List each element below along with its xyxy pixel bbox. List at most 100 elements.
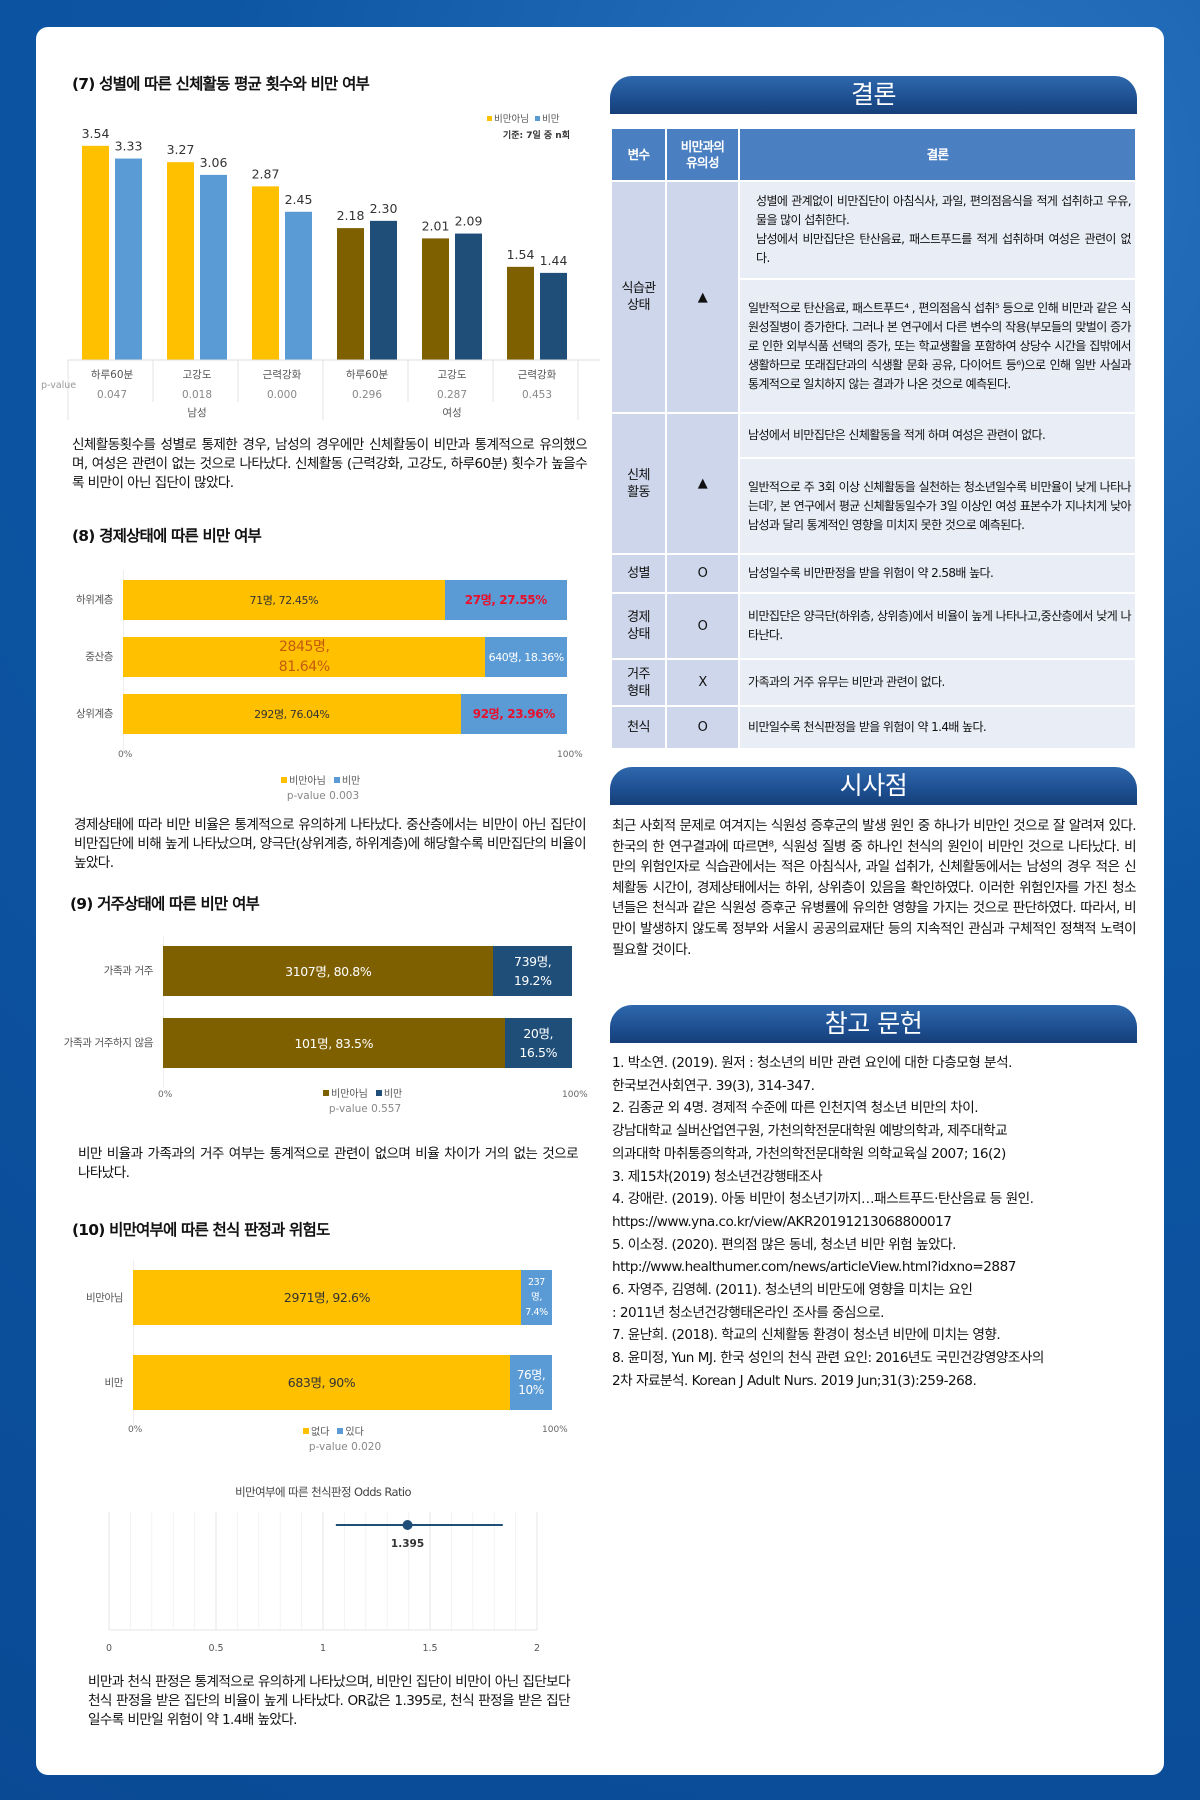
legend-label: 비만아님: [289, 776, 326, 787]
reference-line: 8. 윤미정, Yun MJ. 한국 성인의 천식 관련 요인: 2016년도 …: [612, 1350, 1044, 1367]
category-label: 하루60분: [346, 368, 389, 381]
p-value-label: 0.018: [182, 389, 212, 401]
value-label: 3.33: [115, 139, 143, 154]
category-label: 고강도: [438, 369, 467, 381]
bar-비만: [285, 211, 312, 360]
bar-비만아님: [82, 145, 109, 360]
bar-비만아님: [167, 162, 194, 360]
value-label: 2.01: [422, 218, 450, 233]
variable-cell: 식습관 상태: [610, 180, 667, 414]
axis-line: [133, 1260, 134, 1430]
chart-residence: 가족과 거주 3107명, 80.8% 739명, 19.2% 가족과 거주하지 않음…: [40, 930, 600, 1130]
bar-segment-비만아님: 2845명, 81.64%: [123, 637, 486, 677]
chart-physical-activity: 3.54 3.33 하루60분 0.047 3.27 3.06 고강도 0.018 2.87 2.…: [40, 100, 600, 422]
x-tick: 100%: [562, 1090, 588, 1100]
implications-text: 최근 사회적 문제로 여겨지는 식원성 증후군의 발생 원인 중 하나가 비만인…: [612, 818, 1137, 958]
p-value-label: 0.453: [522, 389, 552, 401]
bar-segment-비만: 640명, 18.36%: [485, 637, 567, 677]
conclusion-cell: 비만집단은 양극단(하위층, 상위층)에서 비율이 높게 나타나고,중산층에서 …: [738, 592, 1137, 660]
bar-segment-있다: 76명, 10%: [510, 1355, 552, 1410]
stacked-bar: 683명, 90% 76명, 10%: [133, 1355, 552, 1410]
header-variable: 변수: [610, 127, 667, 182]
reference-line: : 2011년 청소년건강행태온라인 조사를 중심으로.: [612, 1304, 884, 1321]
reference-line: 6. 자영주, 김영혜. (2011). 청소년의 비만도에 영향을 미치는 요…: [612, 1282, 973, 1299]
bar-비만아님: [337, 228, 364, 360]
reference-line: 1. 박소연. (2019). 원저 : 청소년의 비만 관련 요인에 대한 다…: [612, 1055, 1012, 1071]
value-label: 2.18: [337, 208, 365, 223]
bar-segment-비만아님: 71명, 72.45%: [123, 580, 445, 620]
value-label: 1.54: [507, 247, 535, 262]
gender-label: 여성: [442, 407, 461, 419]
section-7-paragraph: 신체활동횟수를 성별로 통제한 경우, 남성의 경우에만 신체활동이 비만과 통…: [72, 437, 588, 491]
p-value-label: 0.296: [352, 389, 382, 401]
legend-swatch: [281, 777, 287, 783]
row-label: 가족과 거주하지 않음: [63, 1037, 154, 1049]
section-8-title: (8) 경제상태에 따른 비만 여부: [72, 527, 262, 545]
legend: 비만아님 비만: [315, 1085, 402, 1100]
x-tick: 0%: [118, 750, 133, 760]
bar-segment-비만아님: 292명, 76.04%: [123, 694, 461, 734]
x-tick: 0.5: [208, 1643, 223, 1654]
reference-line: http://www.healthumer.com/news/articleVi…: [612, 1259, 1016, 1276]
reference-line: 2. 김종균 외 4명. 경제적 수준에 따른 인천지역 청소년 비만의 차이.: [612, 1100, 979, 1117]
category-label: 근력강화: [263, 369, 302, 381]
row-label: 비만: [104, 1376, 123, 1389]
bar-비만아님: [252, 186, 279, 360]
reference-line: 강남대학교 실버산업연구원, 가천의학전문대학원 예방의학과, 제주대학교: [612, 1123, 1008, 1140]
significance-cell: ▲: [665, 180, 740, 414]
value-label: 1.44: [540, 253, 568, 268]
legend-label: 없다: [311, 1427, 330, 1438]
significance-cell: O: [665, 592, 740, 660]
row-label: 가족과 거주: [103, 965, 154, 977]
row-label: 하위계층: [75, 594, 113, 606]
bar-segment-없다: 683명, 90%: [133, 1355, 511, 1410]
conclusion-cell: 성별에 관계없이 비만집단이 아침식사, 과일, 편의점음식을 적게 섭취하고 …: [738, 180, 1137, 280]
legend-label: 있다: [345, 1427, 364, 1438]
conclusion-cell: 일반적으로 탄산음료, 패스트푸드⁴ , 편의점음식 섭취⁵ 등으로 인해 비만…: [738, 278, 1137, 414]
header-conclusion: 결론: [738, 127, 1137, 182]
legend-swatch: [337, 1428, 344, 1434]
chart-economic-status: 하위계층 71명, 72.45% 27명, 27.55% 중산층 2845명, 81.6…: [40, 560, 600, 810]
table-row: 식습관 상태 ▲ 성별에 관계없이 비만집단이 아침식사, 과일, 편의점음식을…: [610, 180, 1137, 414]
reference-line: 5. 이소정. (2020). 편의점 많은 동네, 청소년 비만 위험 높았다…: [612, 1236, 956, 1253]
reference-line: 7. 윤난희. (2018). 학교의 신체활동 환경이 청소년 비만에 미치는…: [612, 1327, 1001, 1344]
value-label: 3.06: [200, 155, 228, 170]
value-label: 2.87: [252, 166, 280, 181]
table-row: 일반적으로 탄산음료, 패스트푸드⁴ , 편의점음식 섭취⁵ 등으로 인해 비만…: [611, 278, 1137, 414]
chart-odds-ratio: 비만여부에 따른 천식판정 Odds Ratio 0 0.5 1 1.5 2 1.395: [40, 1480, 600, 1670]
section-7-title: (7) 성별에 따른 신체활동 평균 횟수와 비만 여부: [72, 75, 370, 93]
value-label: 3.54: [82, 126, 110, 141]
row-label: 비만아님: [85, 1291, 123, 1304]
row-label: 상위계층: [75, 708, 113, 720]
references-banner: 참고 문헌: [610, 1005, 1137, 1043]
value-label: 2.09: [455, 214, 483, 229]
bar-비만: [370, 220, 397, 360]
table-row: 경제 상태 O 비만집단은 양극단(하위층, 상위층)에서 비율이 높게 나타나…: [610, 592, 1137, 660]
variable-cell: 거주 형태: [610, 658, 667, 707]
x-tick: 0%: [128, 1425, 143, 1435]
odds-ratio-svg: 비만여부에 따른 천식판정 Odds Ratio 0 0.5 1 1.5 2 1.395: [106, 1485, 540, 1654]
reference-line: 3. 제15차(2019) 청소년건강행태조사: [612, 1168, 823, 1185]
x-tick: 2: [534, 1643, 540, 1654]
section-9-paragraph: 비만 비율과 가족과의 거주 여부는 통계적으로 관련이 없으며 비율 차이가 …: [78, 1146, 579, 1181]
legend-swatch: [375, 1090, 382, 1096]
p-value-label: 0.047: [97, 389, 127, 401]
bar-segment-비만: 92명, 23.96%: [460, 694, 567, 734]
x-tick: 100%: [557, 750, 583, 760]
p-value-header: p-value: [41, 380, 76, 391]
value-label: 2.30: [370, 201, 398, 216]
significance-cell: O: [665, 705, 740, 750]
implications-banner: 시사점: [610, 767, 1137, 805]
value-label: 2.45: [285, 192, 313, 207]
p-value-label: 0.000: [267, 389, 297, 401]
bar-비만: [200, 174, 227, 360]
legend-swatch: [333, 777, 340, 783]
x-tick: 1.5: [422, 1643, 437, 1654]
variable-cell: 성별: [610, 553, 667, 594]
x-tick: 0%: [158, 1090, 173, 1100]
reference-line: 2차 자료분석. Korean J Adult Nurs. 2019 Jun;3…: [612, 1372, 977, 1389]
bar-segment-있다: 237명, 7.4%: [520, 1270, 552, 1325]
p-value: p-value 0.003: [286, 790, 360, 802]
p-value: p-value 0.557: [328, 1103, 402, 1115]
legend: 비만아님 비만: [273, 772, 360, 787]
